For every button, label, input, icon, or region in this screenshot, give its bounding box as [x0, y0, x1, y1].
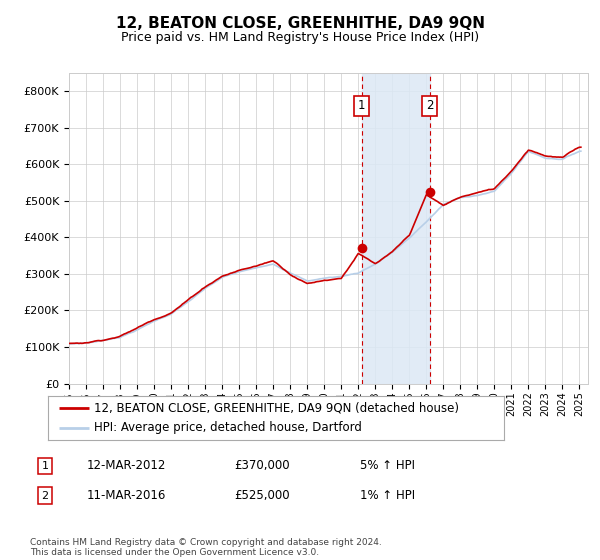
Text: HPI: Average price, detached house, Dartford: HPI: Average price, detached house, Dart…: [94, 421, 361, 435]
Text: Contains HM Land Registry data © Crown copyright and database right 2024.
This d: Contains HM Land Registry data © Crown c…: [30, 538, 382, 557]
Text: 2: 2: [41, 491, 49, 501]
Text: 12-MAR-2012: 12-MAR-2012: [87, 459, 166, 473]
Text: 1: 1: [41, 461, 49, 471]
Text: 12, BEATON CLOSE, GREENHITHE, DA9 9QN (detached house): 12, BEATON CLOSE, GREENHITHE, DA9 9QN (d…: [94, 401, 458, 414]
Text: 1: 1: [358, 99, 365, 112]
Bar: [362, 73, 430, 384]
Text: 1% ↑ HPI: 1% ↑ HPI: [360, 489, 415, 502]
Text: 12, BEATON CLOSE, GREENHITHE, DA9 9QN: 12, BEATON CLOSE, GREENHITHE, DA9 9QN: [115, 16, 485, 31]
Text: 5% ↑ HPI: 5% ↑ HPI: [360, 459, 415, 473]
Text: 2: 2: [426, 99, 433, 112]
Text: Price paid vs. HM Land Registry's House Price Index (HPI): Price paid vs. HM Land Registry's House …: [121, 31, 479, 44]
Text: £370,000: £370,000: [234, 459, 290, 473]
Text: 11-MAR-2016: 11-MAR-2016: [87, 489, 166, 502]
Text: £525,000: £525,000: [234, 489, 290, 502]
